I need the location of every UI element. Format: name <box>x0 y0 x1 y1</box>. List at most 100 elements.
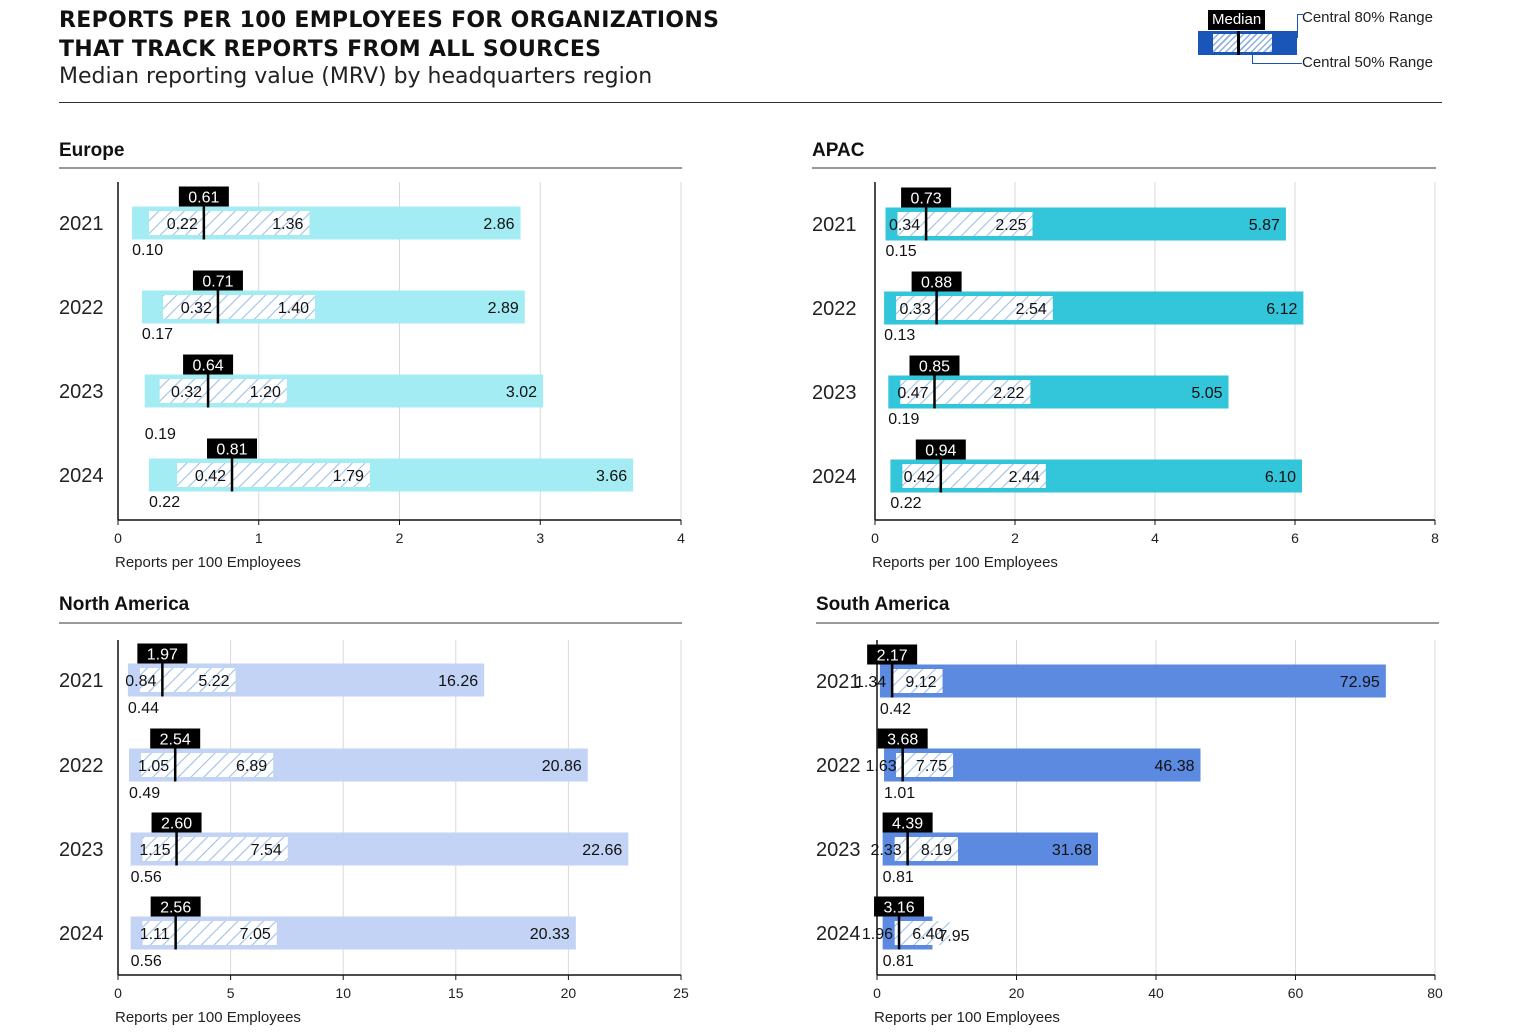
chart-subtitle: Median reporting value (MRV) by headquar… <box>59 64 653 89</box>
year-label: 2021 <box>816 671 861 693</box>
legend: Median Central 80% Range Central 50% Ran… <box>1195 6 1455 76</box>
median-label: 3.16 <box>883 900 914 917</box>
p75-label: 1.40 <box>278 300 309 317</box>
panel-title: North America <box>59 594 190 615</box>
p75-label: 2.54 <box>1016 301 1047 318</box>
median-label: 0.71 <box>202 274 233 291</box>
legend-median-swatch <box>1237 31 1240 55</box>
range50-box <box>141 753 274 777</box>
legend-leader-80-tick <box>1297 14 1303 15</box>
x-tick-label: 10 <box>335 985 351 1001</box>
range-row: 2022 1.63 7.75 46.38 1.01 3.68 <box>816 728 1201 802</box>
x-tick-label: 8 <box>1431 530 1439 546</box>
x-axis-label: Reports per 100 Employees <box>115 554 301 571</box>
year-label: 2024 <box>812 466 857 488</box>
panel-title: APAC <box>812 140 865 161</box>
p25-label: 1.96 <box>862 926 893 943</box>
p90-label: 20.33 <box>530 926 570 943</box>
median-label-box <box>911 271 962 292</box>
x-tick-label: 6 <box>1291 530 1299 546</box>
panel-north-america: North America 0 5 10 15 20 25 Reports per 100 E… <box>59 594 689 1026</box>
p90-label: 5.05 <box>1191 385 1222 402</box>
x-tick-label: 0 <box>873 985 881 1001</box>
year-label: 2022 <box>59 755 104 777</box>
range-row: 2023 0.47 2.22 5.05 0.19 0.85 <box>812 355 1229 428</box>
range-row: 2024 0.42 1.79 3.66 0.22 0.81 <box>59 438 634 511</box>
x-tick-label: 5 <box>227 985 235 1001</box>
panel-south-america: South America 0 20 40 60 80 Reports per 100 Em… <box>816 594 1443 1026</box>
p10-label: 0.22 <box>149 494 180 511</box>
p10-label: 0.56 <box>131 869 162 886</box>
p75-label: 1.36 <box>272 216 303 233</box>
x-tick-label: 1 <box>255 530 263 546</box>
year-label: 2024 <box>59 465 104 487</box>
range-row: 2023 1.15 7.54 22.66 0.56 2.60 <box>59 812 629 886</box>
median-label: 0.73 <box>911 191 942 208</box>
year-label: 2021 <box>812 214 857 236</box>
p75-label: 8.19 <box>921 842 952 859</box>
panel-title: South America <box>816 594 950 615</box>
panel-title: Europe <box>59 140 124 161</box>
median-label: 2.54 <box>160 732 191 749</box>
median-label-box <box>183 354 234 375</box>
panel-apac: APAC 0 2 4 6 8 Reports per 100 Employees 2021 0.… <box>812 140 1439 571</box>
median-label-box <box>150 896 201 917</box>
p90-label: 7.95 <box>938 928 969 945</box>
p75-label: 1.20 <box>250 384 281 401</box>
x-tick-label: 80 <box>1427 985 1443 1001</box>
range50-box <box>896 753 954 777</box>
median-label-box <box>192 270 243 291</box>
p75-label: 6.89 <box>236 758 267 775</box>
range50-box <box>139 668 236 692</box>
range-row: 2023 0.32 1.20 3.02 0.19 0.64 <box>59 354 544 443</box>
legend-range50-label: Central 50% Range <box>1302 54 1433 71</box>
median-label: 0.85 <box>919 359 950 376</box>
year-label: 2022 <box>816 755 861 777</box>
range50-box <box>177 463 370 487</box>
year-label: 2024 <box>816 923 861 945</box>
median-label: 0.94 <box>925 443 956 460</box>
p25-label: 2.33 <box>870 842 901 859</box>
x-axis-label: Reports per 100 Employees <box>115 1009 301 1026</box>
p25-label: 1.11 <box>140 926 170 943</box>
p90-label: 20.86 <box>542 758 582 775</box>
p25-label: 1.34 <box>855 674 886 691</box>
p90-label: 16.26 <box>438 673 478 690</box>
chart-title-line1: REPORTS PER 100 EMPLOYEES FOR ORGANIZATI… <box>59 8 720 33</box>
range50-box <box>159 379 287 403</box>
x-axis-label: Reports per 100 Employees <box>872 554 1058 571</box>
p75-label: 7.54 <box>251 842 282 859</box>
x-tick-label: 20 <box>1009 985 1025 1001</box>
p25-label: 0.42 <box>195 468 226 485</box>
x-tick-label: 0 <box>114 530 122 546</box>
median-label-box <box>178 186 229 207</box>
p10-label: 0.42 <box>880 701 911 718</box>
x-tick-label: 2 <box>396 530 404 546</box>
median-label-box <box>874 896 925 917</box>
range-row: 2022 0.33 2.54 6.12 0.13 0.88 <box>812 271 1304 344</box>
range-row: 2024 1.96 6.407.95 0.81 3.16 <box>816 896 970 970</box>
panel-europe: Europe 0 1 2 3 4 Reports per 100 Employees 2021… <box>59 140 685 571</box>
legend-median-label: Median <box>1208 10 1266 30</box>
range-row: 2021 0.22 1.36 2.86 0.10 0.61 <box>59 186 521 259</box>
p75-label: 2.44 <box>1009 469 1040 486</box>
p75-label: 7.75 <box>916 758 947 775</box>
p25-label: 1.15 <box>139 842 170 859</box>
p90-label: 72.95 <box>1340 674 1380 691</box>
p10-label: 0.15 <box>886 243 917 260</box>
median-label: 0.88 <box>921 275 952 292</box>
median-label-box <box>207 438 258 459</box>
range-row: 2023 2.33 8.19 31.68 0.81 4.39 <box>816 812 1098 886</box>
year-label: 2021 <box>59 670 104 692</box>
p10-label: 1.01 <box>884 785 915 802</box>
year-label: 2023 <box>59 381 104 403</box>
p90-label: 6.10 <box>1265 469 1296 486</box>
range50-box <box>894 837 959 861</box>
x-tick-label: 60 <box>1288 985 1304 1001</box>
p90-label: 46.38 <box>1154 758 1194 775</box>
range-row: 2021 0.34 2.25 5.87 0.15 0.73 <box>812 187 1286 260</box>
chart-title-line2: THAT TRACK REPORTS FROM ALL SOURCES <box>59 37 602 62</box>
p90-label: 31.68 <box>1052 842 1092 859</box>
p10-label: 0.17 <box>142 326 173 343</box>
chart-title: REPORTS PER 100 EMPLOYEES FOR ORGANIZATI… <box>59 6 719 64</box>
